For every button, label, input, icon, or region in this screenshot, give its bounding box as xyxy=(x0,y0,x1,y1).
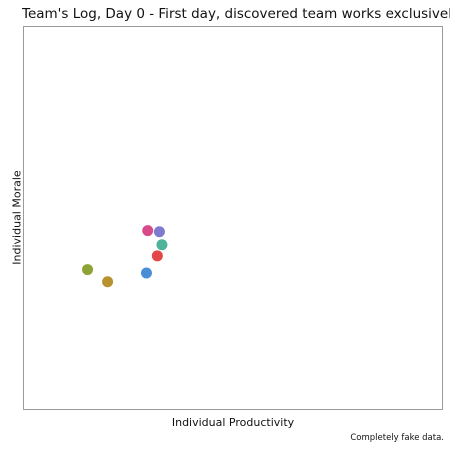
data-point-1 xyxy=(142,225,154,237)
scatter-plot xyxy=(82,225,168,288)
data-point-2 xyxy=(153,226,165,238)
data-point-4 xyxy=(151,250,163,262)
data-point-7 xyxy=(102,276,114,288)
chart-title: Team's Log, Day 0 - First day, discovere… xyxy=(22,6,450,22)
data-point-6 xyxy=(82,264,94,276)
y-axis-label: Individual Morale xyxy=(10,170,24,265)
data-point-5 xyxy=(140,267,152,279)
data-point-3 xyxy=(156,239,168,251)
chart-caption: Completely fake data. xyxy=(350,433,444,443)
x-axis-label: Individual Productivity xyxy=(171,416,295,429)
plot-area xyxy=(23,26,443,410)
